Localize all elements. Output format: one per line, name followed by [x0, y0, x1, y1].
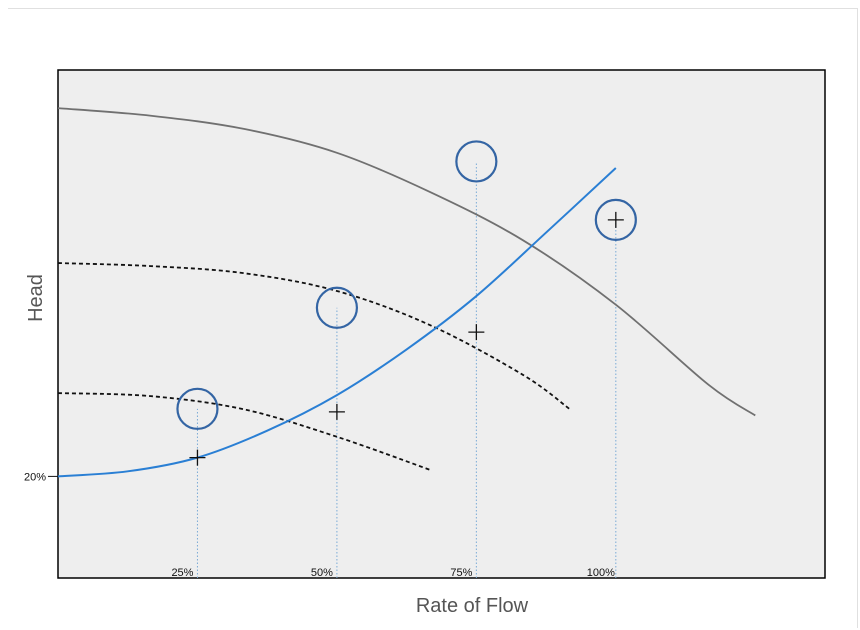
drop-lines [196, 161, 617, 578]
highlight-circle [594, 198, 637, 241]
x-axis-title: Rate of Flow [416, 595, 529, 617]
highlight-circle [315, 286, 359, 329]
page-frame [8, 8, 858, 628]
curves [57, 107, 756, 478]
circles [176, 140, 637, 430]
plus-marker [607, 211, 624, 228]
markers [189, 211, 624, 466]
plus-marker [468, 324, 485, 341]
y-tick-labels: 20% [24, 471, 58, 483]
curve-3 [57, 392, 431, 471]
highlight-circle [176, 387, 219, 430]
x-tick-label: 50% [311, 567, 333, 579]
x-tick-label: 25% [171, 567, 193, 579]
x-tick-label: 100% [587, 567, 615, 579]
curve-2 [57, 262, 570, 410]
curve-4 [57, 167, 617, 478]
plus-marker [328, 403, 345, 420]
plus-marker [189, 449, 206, 466]
y-axis-title: Head [25, 274, 47, 322]
x-tick-labels: 25% 50% 75% 100% [171, 567, 615, 579]
curve-1 [57, 107, 756, 417]
x-tick-label: 75% [450, 567, 472, 579]
highlight-circle [455, 140, 498, 183]
y-tick-label: 20% [24, 471, 46, 483]
